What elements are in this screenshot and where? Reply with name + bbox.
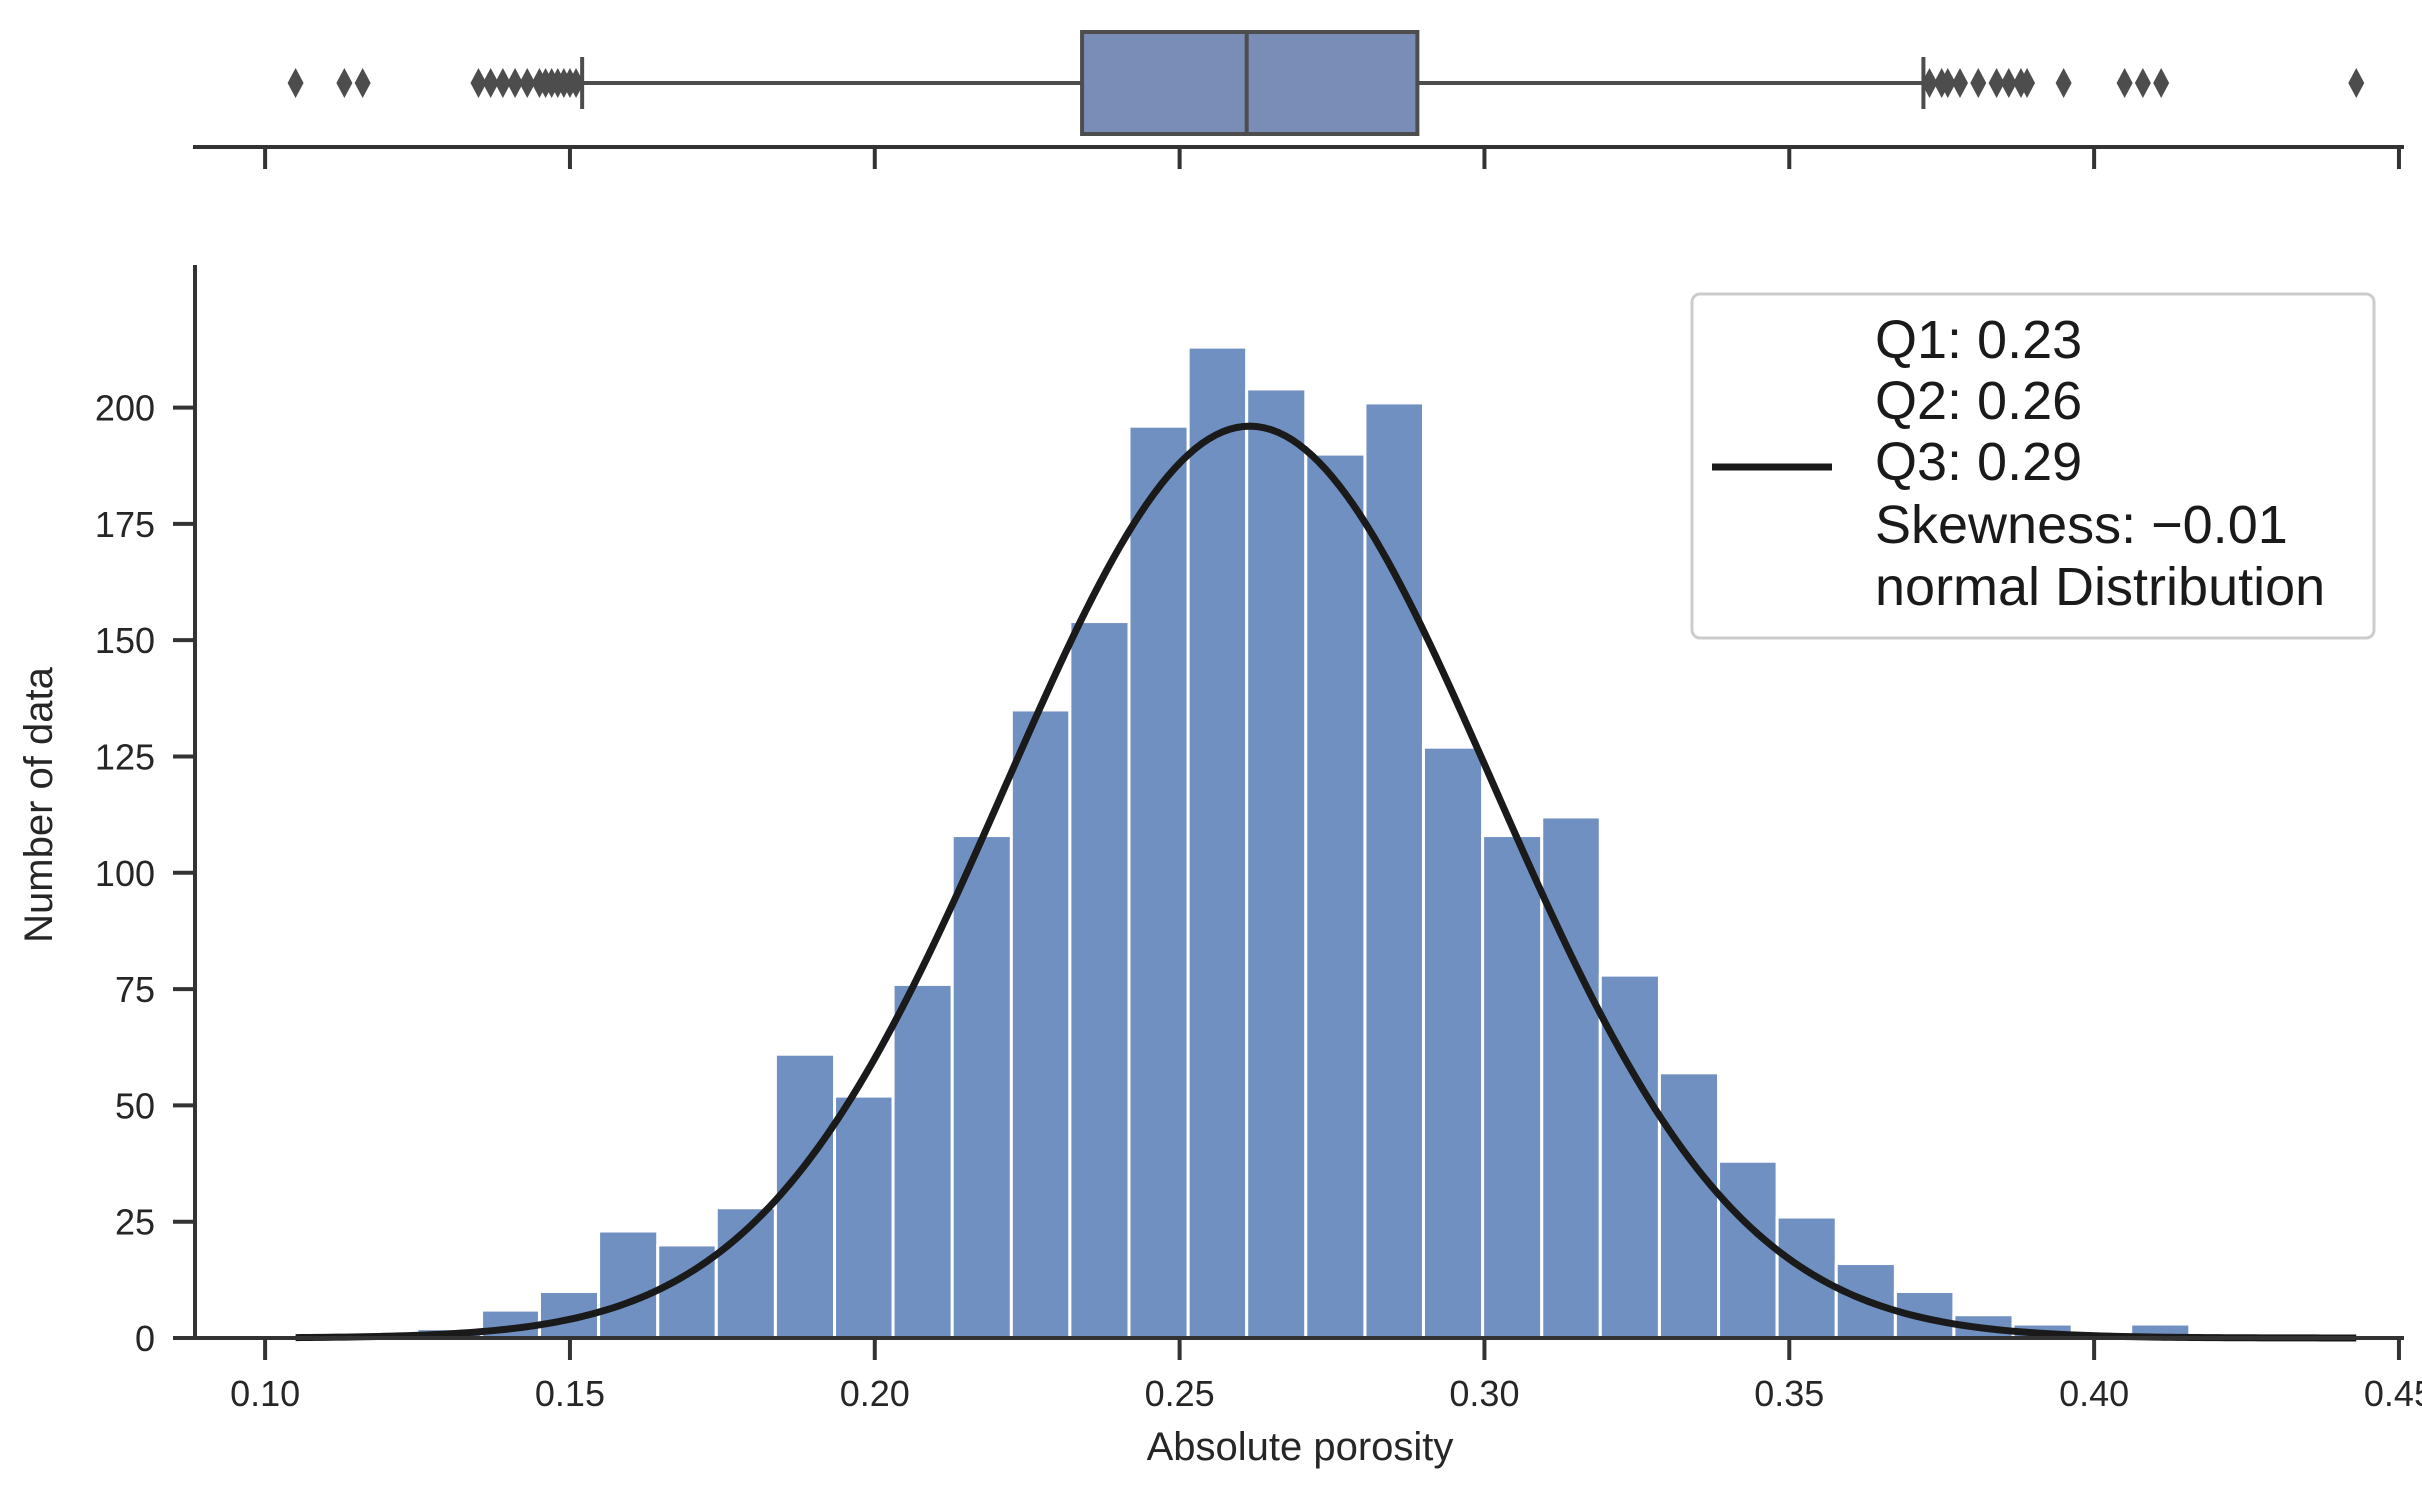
histogram-bar: [1421, 745, 1485, 1340]
box-outlier-marker: [568, 68, 585, 98]
box-outlier-marker: [2134, 68, 2151, 98]
histogram-bar: [1127, 424, 1190, 1340]
histogram-bar: [1717, 1159, 1779, 1340]
histogram-bars: [297, 345, 2251, 1340]
y-axis-label: Number of data: [17, 666, 61, 942]
histogram-bar: [1068, 620, 1131, 1340]
box-outlier-marker: [1939, 68, 1956, 98]
histogram-bar: [1304, 452, 1367, 1340]
y-tick-label: 125: [95, 736, 155, 777]
box-outlier-marker: [287, 68, 304, 98]
legend-q2: Q2: 0.26: [1875, 371, 2082, 431]
y-tick-label: 175: [95, 504, 155, 545]
x-tick-label: 0.45: [2364, 1373, 2422, 1414]
y-tick-label: 100: [95, 853, 155, 894]
boxplot-panel: [193, 30, 2404, 169]
x-axis-label: Absolute porosity: [1147, 1425, 1454, 1469]
histogram-bar: [833, 1094, 895, 1340]
box-outlier-marker: [482, 68, 499, 98]
y-tick-label: 50: [115, 1085, 155, 1126]
histogram-bar: [1186, 345, 1249, 1340]
histogram-bar: [1775, 1215, 1838, 1340]
histogram-bar: [891, 982, 954, 1340]
box-outlier-marker: [494, 68, 511, 98]
box-outlier-marker: [1951, 68, 1968, 98]
box-iqr: [1080, 30, 1420, 136]
legend-distribution: normal Distribution: [1875, 557, 2325, 617]
histogram-bar: [1363, 401, 1425, 1340]
box-outlier-marker: [1970, 68, 1987, 98]
histogram-bar: [773, 1052, 837, 1340]
legend-frame: [1690, 292, 2376, 640]
box-outlier-marker: [1921, 68, 1938, 98]
x-tick-label: 0.25: [1145, 1373, 1215, 1414]
box-outlier-marker: [2055, 68, 2072, 98]
x-tick-label: 0.15: [535, 1373, 605, 1414]
y-tick-label: 0: [135, 1318, 155, 1359]
histogram-bar: [1481, 834, 1544, 1340]
box-outlier-marker: [2116, 68, 2133, 98]
normal-curve: [295, 422, 2357, 1342]
histogram-bar: [1657, 1071, 1721, 1340]
box-outlier-marker: [1988, 68, 2005, 98]
legend: Q1: 0.23 Q2: 0.26 Q3: 0.29 Skewness: −0.…: [1690, 292, 2376, 640]
x-tick-label: 0.40: [2059, 1373, 2129, 1414]
box-outlier-marker: [354, 68, 371, 98]
box-outlier-marker: [2153, 68, 2170, 98]
histogram-bar: [1245, 387, 1308, 1340]
box-outlier-marker: [470, 68, 487, 98]
legend-skewness: Skewness: −0.01: [1875, 495, 2288, 555]
y-tick-label: 75: [115, 969, 155, 1010]
y-tick-label: 25: [115, 1202, 155, 1243]
y-tick-label: 200: [95, 388, 155, 429]
legend-q3: Q3: 0.29: [1875, 432, 2082, 492]
y-tick-label: 150: [95, 620, 155, 661]
histogram-bar: [1009, 708, 1072, 1340]
x-tick-label: 0.30: [1449, 1373, 1519, 1414]
x-tick-label: 0.10: [230, 1373, 300, 1414]
x-tick-label: 0.20: [840, 1373, 910, 1414]
x-tick-label: 0.35: [1754, 1373, 1824, 1414]
histogram-bar: [597, 1229, 660, 1340]
legend-q1: Q1: 0.23: [1875, 310, 2082, 370]
histogram-panel: 0.10 0.15 0.20 0.25 0.30 0.35 0.40 0.45 0 25 50 75…: [17, 265, 2422, 1469]
box-outlier-marker: [2348, 68, 2365, 98]
box-outlier-marker: [507, 68, 524, 98]
hist-x-ticks: 0.10 0.15 0.20 0.25 0.30 0.35 0.40 0.45: [230, 1338, 2422, 1414]
hist-y-ticks: 0 25 50 75 100 125 150 175 200: [95, 388, 195, 1359]
histogram-bar: [950, 834, 1013, 1340]
box-outlier-marker: [336, 68, 353, 98]
box-x-ticks: [263, 147, 2401, 169]
histogram-bar: [1540, 815, 1602, 1340]
box-outliers: [287, 68, 2365, 98]
box-outlier-marker: [2000, 68, 2017, 98]
box-outlier-marker: [2019, 68, 2036, 98]
box-outlier-marker: [519, 68, 536, 98]
